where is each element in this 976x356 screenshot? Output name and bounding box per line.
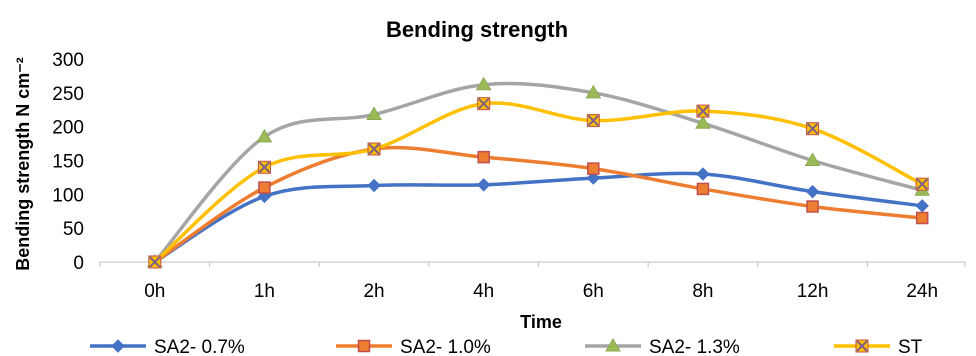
chart-title: Bending strength: [386, 17, 568, 42]
data-point: [696, 167, 710, 181]
x-tick-label: 4h: [473, 281, 494, 302]
legend-label: SA2- 0.7%: [154, 337, 245, 356]
data-point: [804, 152, 821, 166]
legend-item: SA2- 1.3%: [585, 337, 740, 356]
x-axis: 0h 1h 2h 4h 6h 8h 12h 24h: [99, 261, 966, 302]
y-axis-label: Bending strength N cm⁻²: [13, 57, 33, 271]
data-point: [366, 106, 382, 120]
data-point-cross: [697, 105, 709, 117]
data-point: [586, 171, 601, 185]
data-point: [476, 178, 491, 192]
y-tick-label: 0: [73, 253, 84, 274]
y-tick-label: 300: [52, 50, 84, 71]
data-point: [475, 76, 492, 91]
data-point-cross: [856, 340, 868, 352]
data-point-cross: [149, 256, 161, 268]
data-point: [258, 181, 271, 194]
x-tick-label: 12h: [797, 281, 829, 302]
y-tick-label: 150: [52, 152, 84, 173]
data-point: [367, 178, 381, 193]
data-point: [587, 162, 600, 175]
y-tick-label: 200: [52, 118, 84, 139]
data-point-cross: [806, 122, 819, 135]
x-tick-label: 6h: [583, 281, 604, 302]
series-lines: [146, 76, 931, 269]
x-tick-label: 0h: [144, 281, 165, 302]
legend-label: SA2- 1.3%: [649, 337, 740, 356]
x-tick-label: 2h: [363, 281, 384, 302]
data-point-cross: [916, 178, 928, 190]
data-point: [915, 199, 929, 213]
data-point: [477, 150, 490, 164]
data-point-cross: [587, 114, 600, 127]
legend-label: SA2- 1.0%: [400, 337, 491, 356]
y-axis: 0 50 100 150 200 250 300: [52, 50, 84, 274]
data-point: [585, 84, 602, 99]
data-point-cross: [368, 143, 380, 155]
data-point-cross: [258, 161, 271, 173]
legend: SA2- 0.7% SA2- 1.0% SA2- 1.3% ST: [90, 337, 923, 356]
x-tick-label: 8h: [692, 281, 713, 302]
legend-label: ST: [898, 337, 923, 356]
data-point: [357, 339, 371, 353]
y-tick-label: 50: [63, 219, 84, 240]
x-tick-label: 1h: [254, 281, 275, 302]
data-point: [915, 211, 929, 225]
y-tick-label: 100: [52, 185, 84, 206]
data-point: [256, 128, 273, 143]
legend-item: SA2- 1.0%: [336, 337, 491, 356]
legend-item: SA2- 0.7%: [90, 337, 245, 356]
data-point: [806, 200, 819, 213]
data-point-cross: [477, 97, 490, 110]
data-point: [805, 184, 820, 199]
series: [148, 97, 929, 269]
x-axis-label: Time: [520, 312, 562, 332]
y-tick-label: 250: [52, 84, 84, 105]
legend-item: ST: [834, 337, 923, 356]
data-point: [111, 339, 125, 353]
data-point: [605, 338, 621, 352]
data-point: [695, 115, 711, 129]
x-tick-label: 24h: [906, 281, 938, 302]
data-point: [696, 182, 710, 196]
